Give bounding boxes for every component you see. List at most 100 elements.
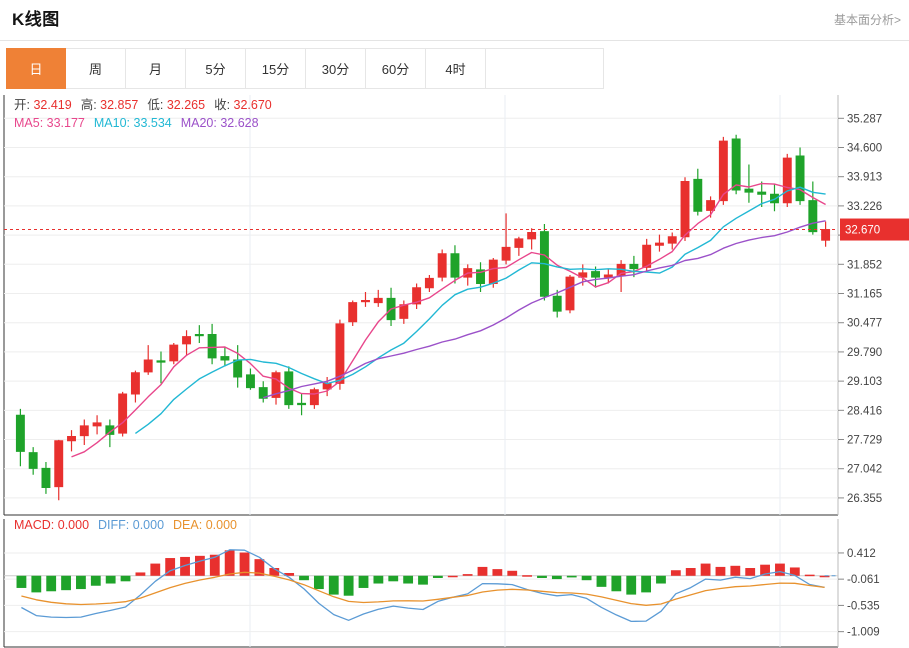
candle bbox=[220, 356, 230, 361]
macd-bar bbox=[432, 575, 443, 578]
candle bbox=[693, 178, 703, 212]
candle bbox=[297, 402, 307, 406]
candle bbox=[233, 359, 243, 378]
macd-bar bbox=[16, 575, 27, 588]
macd-bar bbox=[804, 574, 815, 577]
candle bbox=[92, 422, 102, 427]
macd-bar bbox=[150, 563, 161, 576]
candle bbox=[718, 140, 728, 202]
candle bbox=[437, 253, 447, 278]
macd-bar bbox=[343, 575, 354, 596]
candle bbox=[667, 236, 677, 244]
macd-bar bbox=[224, 550, 235, 576]
ohlc-legend-row: 开: 32.419 高: 32.857 低: 32.265 收: 32.670 bbox=[14, 94, 281, 113]
candle bbox=[488, 259, 498, 284]
macd-bar bbox=[90, 575, 101, 586]
legend-item: 收: 32.670 bbox=[214, 98, 272, 112]
macd-bar bbox=[388, 575, 399, 582]
svg-text:33.226: 33.226 bbox=[847, 201, 882, 213]
candle bbox=[361, 300, 370, 303]
fundamental-analysis-link[interactable]: 基本面分析> bbox=[833, 13, 901, 27]
svg-text:26.355: 26.355 bbox=[847, 493, 882, 505]
period-tab-4[interactable]: 15分 bbox=[246, 48, 306, 89]
legend-item: MA5: 33.177 bbox=[14, 116, 85, 130]
legend-item: 低: 32.265 bbox=[147, 98, 206, 112]
candle bbox=[309, 389, 319, 406]
candle bbox=[527, 232, 537, 240]
period-tab-bar[interactable]: 日周月 5分 15分 30分 60分 4时 bbox=[6, 48, 604, 89]
svg-text:31.852: 31.852 bbox=[847, 259, 882, 271]
macd-bar bbox=[656, 575, 666, 584]
kline-chart-svg[interactable]: 35.28734.60033.91333.22632.53931.85231.1… bbox=[0, 89, 909, 648]
candle bbox=[373, 297, 383, 304]
macd-bar bbox=[611, 575, 622, 592]
legend-item: DIFF: 0.000 bbox=[98, 518, 165, 532]
macd-bar bbox=[61, 575, 71, 591]
macd-bar bbox=[670, 570, 681, 576]
macd-bar bbox=[715, 566, 726, 576]
last-price-badge bbox=[840, 218, 909, 241]
legend-item: MACD: 0.000 bbox=[14, 518, 90, 532]
svg-text:33.913: 33.913 bbox=[847, 172, 882, 184]
macd-bar bbox=[31, 575, 42, 593]
candle bbox=[603, 274, 613, 278]
candle bbox=[169, 344, 179, 362]
macd-bar bbox=[447, 575, 458, 578]
candle bbox=[642, 244, 652, 268]
macd-legend-row: MACD: 0.000 DIFF: 0.000 DEA: 0.000 bbox=[14, 518, 246, 532]
candle bbox=[156, 360, 166, 363]
period-tab-0[interactable]: 日 bbox=[6, 48, 66, 89]
candle bbox=[258, 387, 268, 399]
macd-bar bbox=[730, 565, 741, 576]
svg-text:29.790: 29.790 bbox=[847, 347, 882, 359]
period-tab-2[interactable]: 月 bbox=[126, 48, 186, 89]
ma-legend-row: MA5: 33.177 MA10: 33.534 MA20: 32.628 bbox=[14, 116, 281, 130]
candle bbox=[565, 276, 575, 311]
macd-bar bbox=[403, 575, 414, 584]
candle bbox=[412, 287, 422, 305]
period-tab-5[interactable]: 30分 bbox=[306, 48, 366, 89]
period-tab-7[interactable]: 4时 bbox=[426, 48, 486, 89]
candle bbox=[501, 246, 511, 261]
svg-text:32.670: 32.670 bbox=[845, 225, 880, 237]
macd-bar bbox=[418, 575, 428, 585]
candle bbox=[41, 467, 51, 488]
candle bbox=[130, 372, 140, 395]
macd-curve bbox=[21, 549, 825, 623]
candle bbox=[654, 242, 664, 246]
svg-text:35.287: 35.287 bbox=[847, 113, 882, 125]
candle bbox=[28, 452, 38, 469]
macd-bar bbox=[254, 559, 265, 576]
candle bbox=[207, 334, 217, 359]
macd-bar bbox=[462, 574, 473, 576]
macd-bar bbox=[46, 575, 57, 592]
candle bbox=[194, 334, 204, 337]
macd-bar bbox=[284, 573, 295, 576]
candle bbox=[731, 138, 741, 191]
page-header: K线图 基本面分析> bbox=[0, 0, 909, 41]
macd-bar bbox=[775, 563, 785, 576]
candle bbox=[552, 295, 562, 312]
period-tab-6[interactable]: 60分 bbox=[366, 48, 426, 89]
legend-item: DEA: 0.000 bbox=[173, 518, 237, 532]
candle bbox=[348, 302, 358, 323]
candle bbox=[578, 272, 588, 278]
candle bbox=[54, 440, 64, 488]
chart-area[interactable]: 35.28734.60033.91333.22632.53931.85231.1… bbox=[0, 89, 909, 648]
candle bbox=[782, 157, 792, 204]
candle bbox=[399, 304, 409, 319]
ma-line bbox=[71, 182, 826, 458]
macd-bar bbox=[760, 564, 770, 576]
svg-text:31.165: 31.165 bbox=[847, 288, 882, 300]
candle bbox=[476, 269, 485, 284]
candle bbox=[245, 374, 255, 389]
svg-text:34.600: 34.600 bbox=[847, 143, 882, 155]
period-tab-1[interactable]: 周 bbox=[66, 48, 126, 89]
svg-text:-1.009: -1.009 bbox=[847, 627, 880, 639]
macd-bar bbox=[76, 575, 86, 590]
legend-item: 高: 32.857 bbox=[80, 98, 139, 112]
period-tab-3[interactable]: 5分 bbox=[186, 48, 246, 89]
svg-text:-0.535: -0.535 bbox=[847, 600, 880, 612]
svg-text:27.042: 27.042 bbox=[847, 464, 882, 476]
